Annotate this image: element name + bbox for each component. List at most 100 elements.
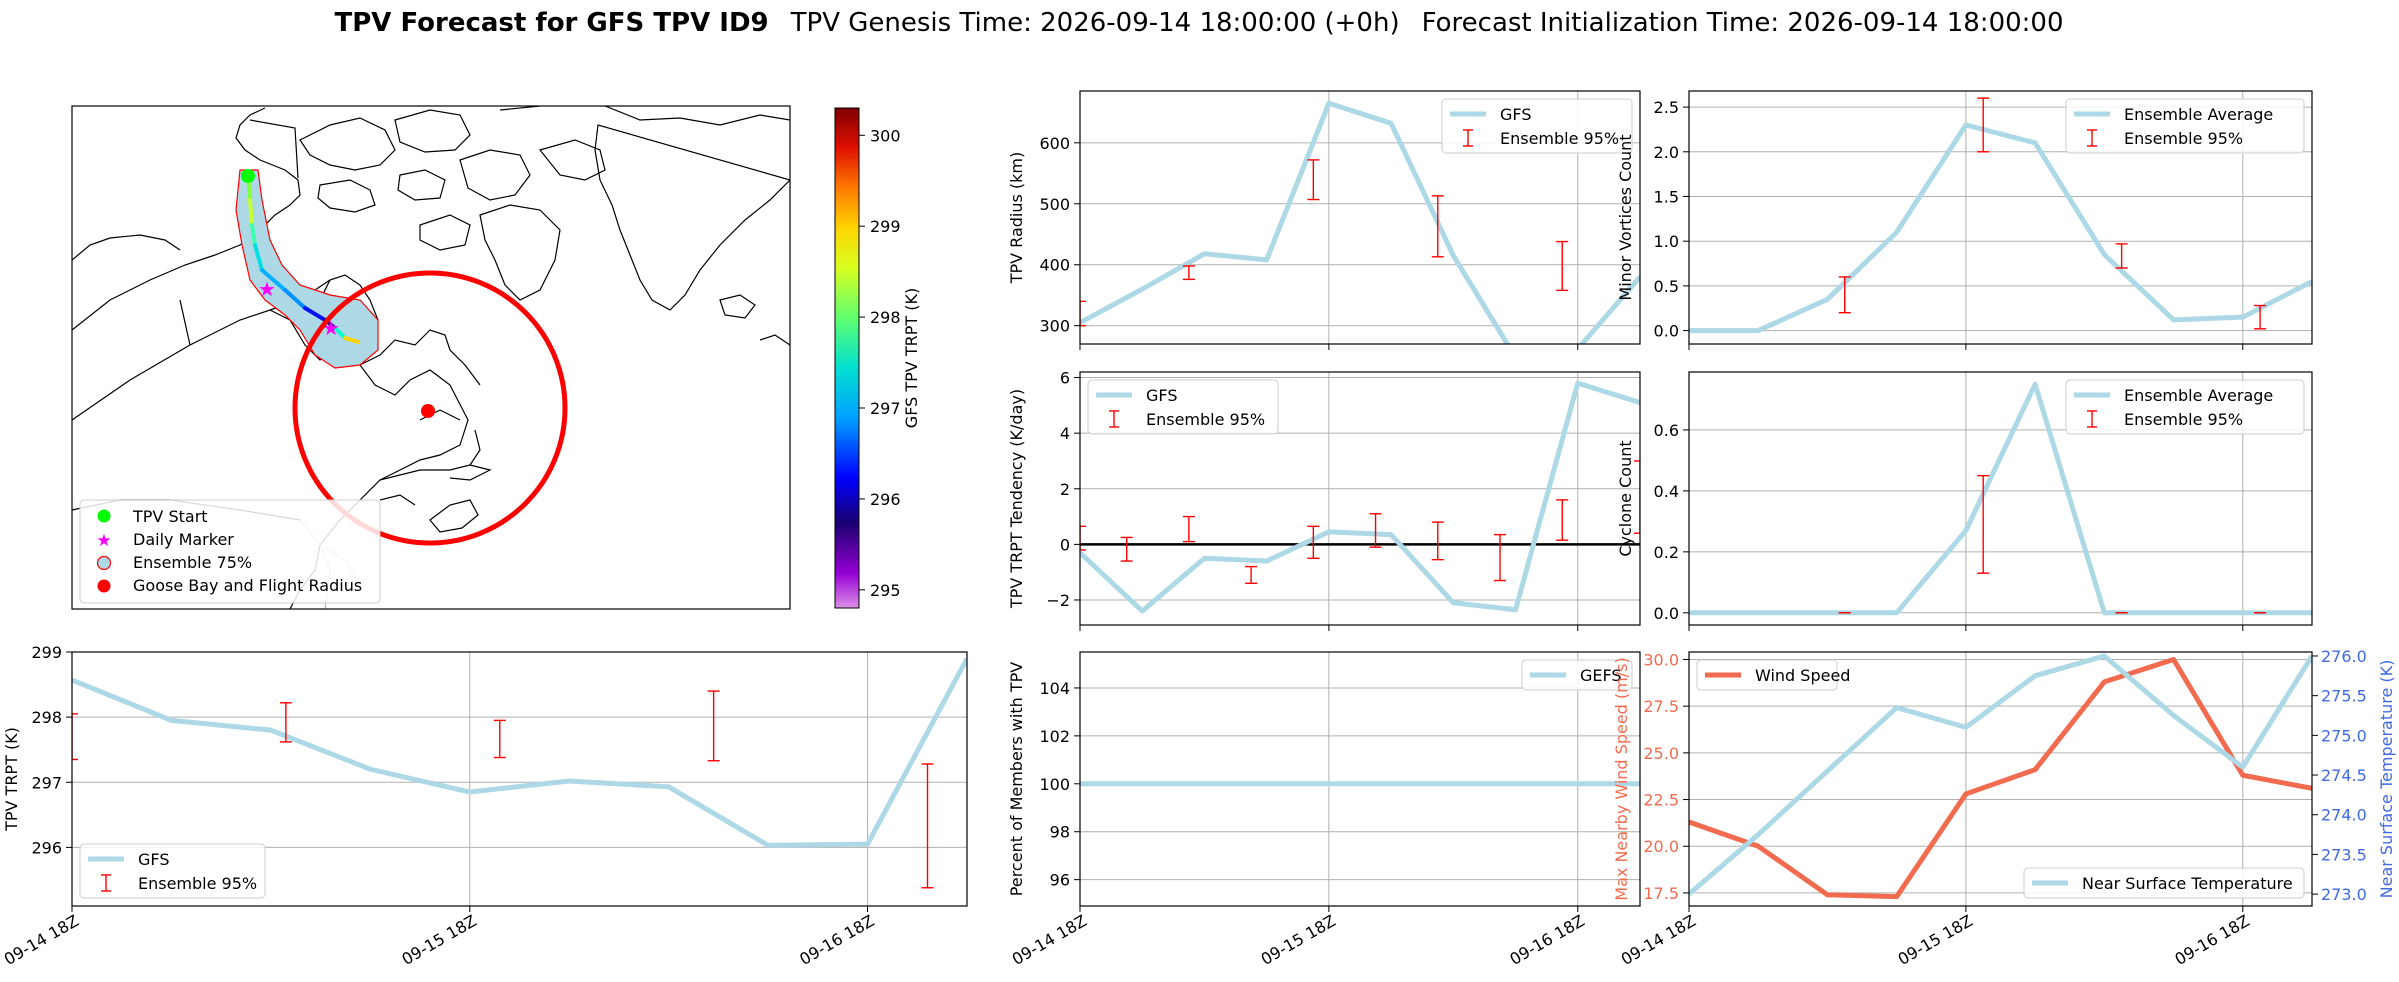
- errorbar-group: [1838, 97, 2267, 330]
- legend-label: Ensemble Average: [2124, 386, 2273, 405]
- legend-frame: [79, 843, 266, 899]
- x-tick-label: 09-14 18Z: [1, 911, 82, 969]
- y-tick-label: 600: [1039, 134, 1070, 153]
- axes-frame: [1079, 651, 1641, 907]
- colorbar-tick-label: 297: [870, 399, 901, 418]
- title-init: Forecast Initialization Time: 2026-09-14…: [1422, 8, 2064, 38]
- legend-daily-label: Daily Marker: [133, 530, 234, 549]
- errorbar: [1494, 533, 1506, 582]
- y-tick-label: 1.0: [1654, 232, 1679, 251]
- errorbar-group: [1080, 460, 1640, 584]
- daily-marker-icon: ★: [258, 277, 276, 301]
- errorbar: [2254, 304, 2267, 330]
- chart-trpt: 296 297 298 299 09-14 18Z 09-15 18Z 09-16 18Z T…: [1, 643, 968, 969]
- legend-frame: [1696, 659, 1838, 691]
- series-line-1: [1689, 653, 2312, 896]
- errorbar: [1182, 265, 1195, 281]
- colorbar-ticks: 300 299 298 297 296 295: [859, 126, 901, 600]
- y-tick-label: 17.5: [1643, 884, 1679, 903]
- legend: GFS Ensemble 95%: [1087, 379, 1279, 435]
- y-tick-label: 0.2: [1654, 543, 1679, 562]
- y-tick-label: 22.5: [1643, 791, 1679, 810]
- axes-frame: [1688, 651, 2313, 907]
- legend-frame: [1087, 379, 1279, 435]
- y-tick-label: 297: [31, 773, 62, 792]
- series-layer: [72, 657, 967, 889]
- legend-label: Wind Speed: [1755, 666, 1850, 685]
- y2-tick-label: 275.5: [2321, 687, 2367, 706]
- title-main: TPV Forecast for GFS TPV ID9: [334, 8, 768, 38]
- legend-frame: [2065, 379, 2305, 435]
- x-ticks: [1079, 344, 1579, 350]
- title-genesis: TPV Genesis Time: 2026-09-14 18:00:00 (+…: [790, 8, 1400, 38]
- errorbar: [1080, 300, 1086, 327]
- legend-frame: [2023, 867, 2305, 899]
- errorbar: [1431, 195, 1444, 258]
- y2-tick-label: 276.0: [2321, 647, 2367, 666]
- y-tick-label: 500: [1039, 195, 1070, 214]
- errorbar: [1307, 525, 1320, 559]
- y-tick-label: 299: [31, 643, 62, 662]
- map-legend-frame: [79, 499, 381, 604]
- y-tick-label: 300: [1039, 317, 1070, 336]
- y-axis-label: Cyclone Count: [1616, 440, 1635, 556]
- y-tick-label: 4: [1060, 424, 1070, 443]
- series-line-0: [1689, 656, 2312, 900]
- tpv-start-marker: [241, 169, 255, 183]
- y-tick-label: 6: [1060, 369, 1070, 388]
- x-ticks: 09-14 18Z 09-15 18Z 09-16 18Z: [1618, 906, 2253, 969]
- x-tick-label: 09-16 18Z: [796, 911, 877, 969]
- y-tick-label: 102: [1039, 727, 1070, 746]
- series-line-0: [1080, 100, 1640, 344]
- y-tick-label: 0: [1060, 535, 1070, 554]
- errorbar: [1556, 499, 1569, 541]
- y-axis-label: Percent of Members with TPV: [1007, 662, 1026, 896]
- colorbar-scale: [834, 107, 860, 609]
- y-tick-label: 2.5: [1654, 98, 1679, 117]
- y-tick-label: 0.5: [1654, 277, 1679, 296]
- map-panel: ★ ★ TPV Start ★ Daily Marker Ensemble 75…: [71, 105, 921, 610]
- figure-title: TPV Forecast for GFS TPV ID9 TPV Genesis …: [334, 8, 2063, 38]
- x-ticks: 09-14 18Z 09-15 18Z 09-16 18Z: [1, 906, 878, 969]
- errorbar: [279, 702, 292, 743]
- y-tick-label: 2.0: [1654, 143, 1679, 162]
- flight-radius-circle: [292, 270, 568, 546]
- errorbar-group: [72, 690, 934, 889]
- errorbar: [1080, 525, 1086, 551]
- colorbar-tick-label: 298: [870, 308, 901, 327]
- errorbar-group: [1080, 159, 1569, 327]
- y-tick-label: 296: [31, 838, 62, 857]
- y-tick-label: −2: [1046, 591, 1070, 610]
- legend-label: GEFS: [1580, 666, 1622, 685]
- errorbar: [1182, 515, 1195, 543]
- colorbar: 300 299 298 297 296 295 GFS TPV TRPT (K): [834, 107, 921, 609]
- series-layer: [1080, 100, 1640, 344]
- y-tick-label: 100: [1039, 775, 1070, 794]
- track-segment: [253, 243, 264, 272]
- legend-label: Ensemble 95%: [1500, 129, 1619, 148]
- errorbar: [1556, 240, 1569, 292]
- x-tick-label: 09-16 18Z: [2171, 911, 2252, 969]
- legend-frame: [1521, 659, 1633, 691]
- x-tick-label: 09-15 18Z: [1258, 911, 1339, 969]
- track-segment: [250, 223, 257, 247]
- errorbar: [921, 763, 934, 889]
- y-axis-label: Minor Vortices Count: [1616, 134, 1635, 300]
- series-line-0: [72, 657, 967, 848]
- y-tick-label: 98: [1050, 823, 1070, 842]
- y-axis-label: Max Nearby Wind Speed (m/s): [1612, 657, 1631, 900]
- series-line-0: [1080, 380, 1640, 614]
- y-tick-label: 298: [31, 708, 62, 727]
- y2-tick-label: 274.5: [2321, 766, 2367, 785]
- legend-frame: [1441, 98, 1633, 154]
- legend-label: GFS: [1146, 386, 1177, 405]
- colorbar-tick-label: 295: [870, 581, 901, 600]
- errorbar: [1120, 536, 1133, 562]
- y-tick-label: 104: [1039, 679, 1070, 698]
- y-ticks: 96 98 100 102 104: [1039, 679, 1080, 890]
- colorbar-label: GFS TPV TRPT (K): [902, 288, 921, 428]
- x-ticks: [1688, 625, 2244, 631]
- chart-radius: 300 400 500 600 TPV Radius (km) GFS Ensemble 9…: [1007, 90, 1641, 350]
- y-tick-label: 1.5: [1654, 187, 1679, 206]
